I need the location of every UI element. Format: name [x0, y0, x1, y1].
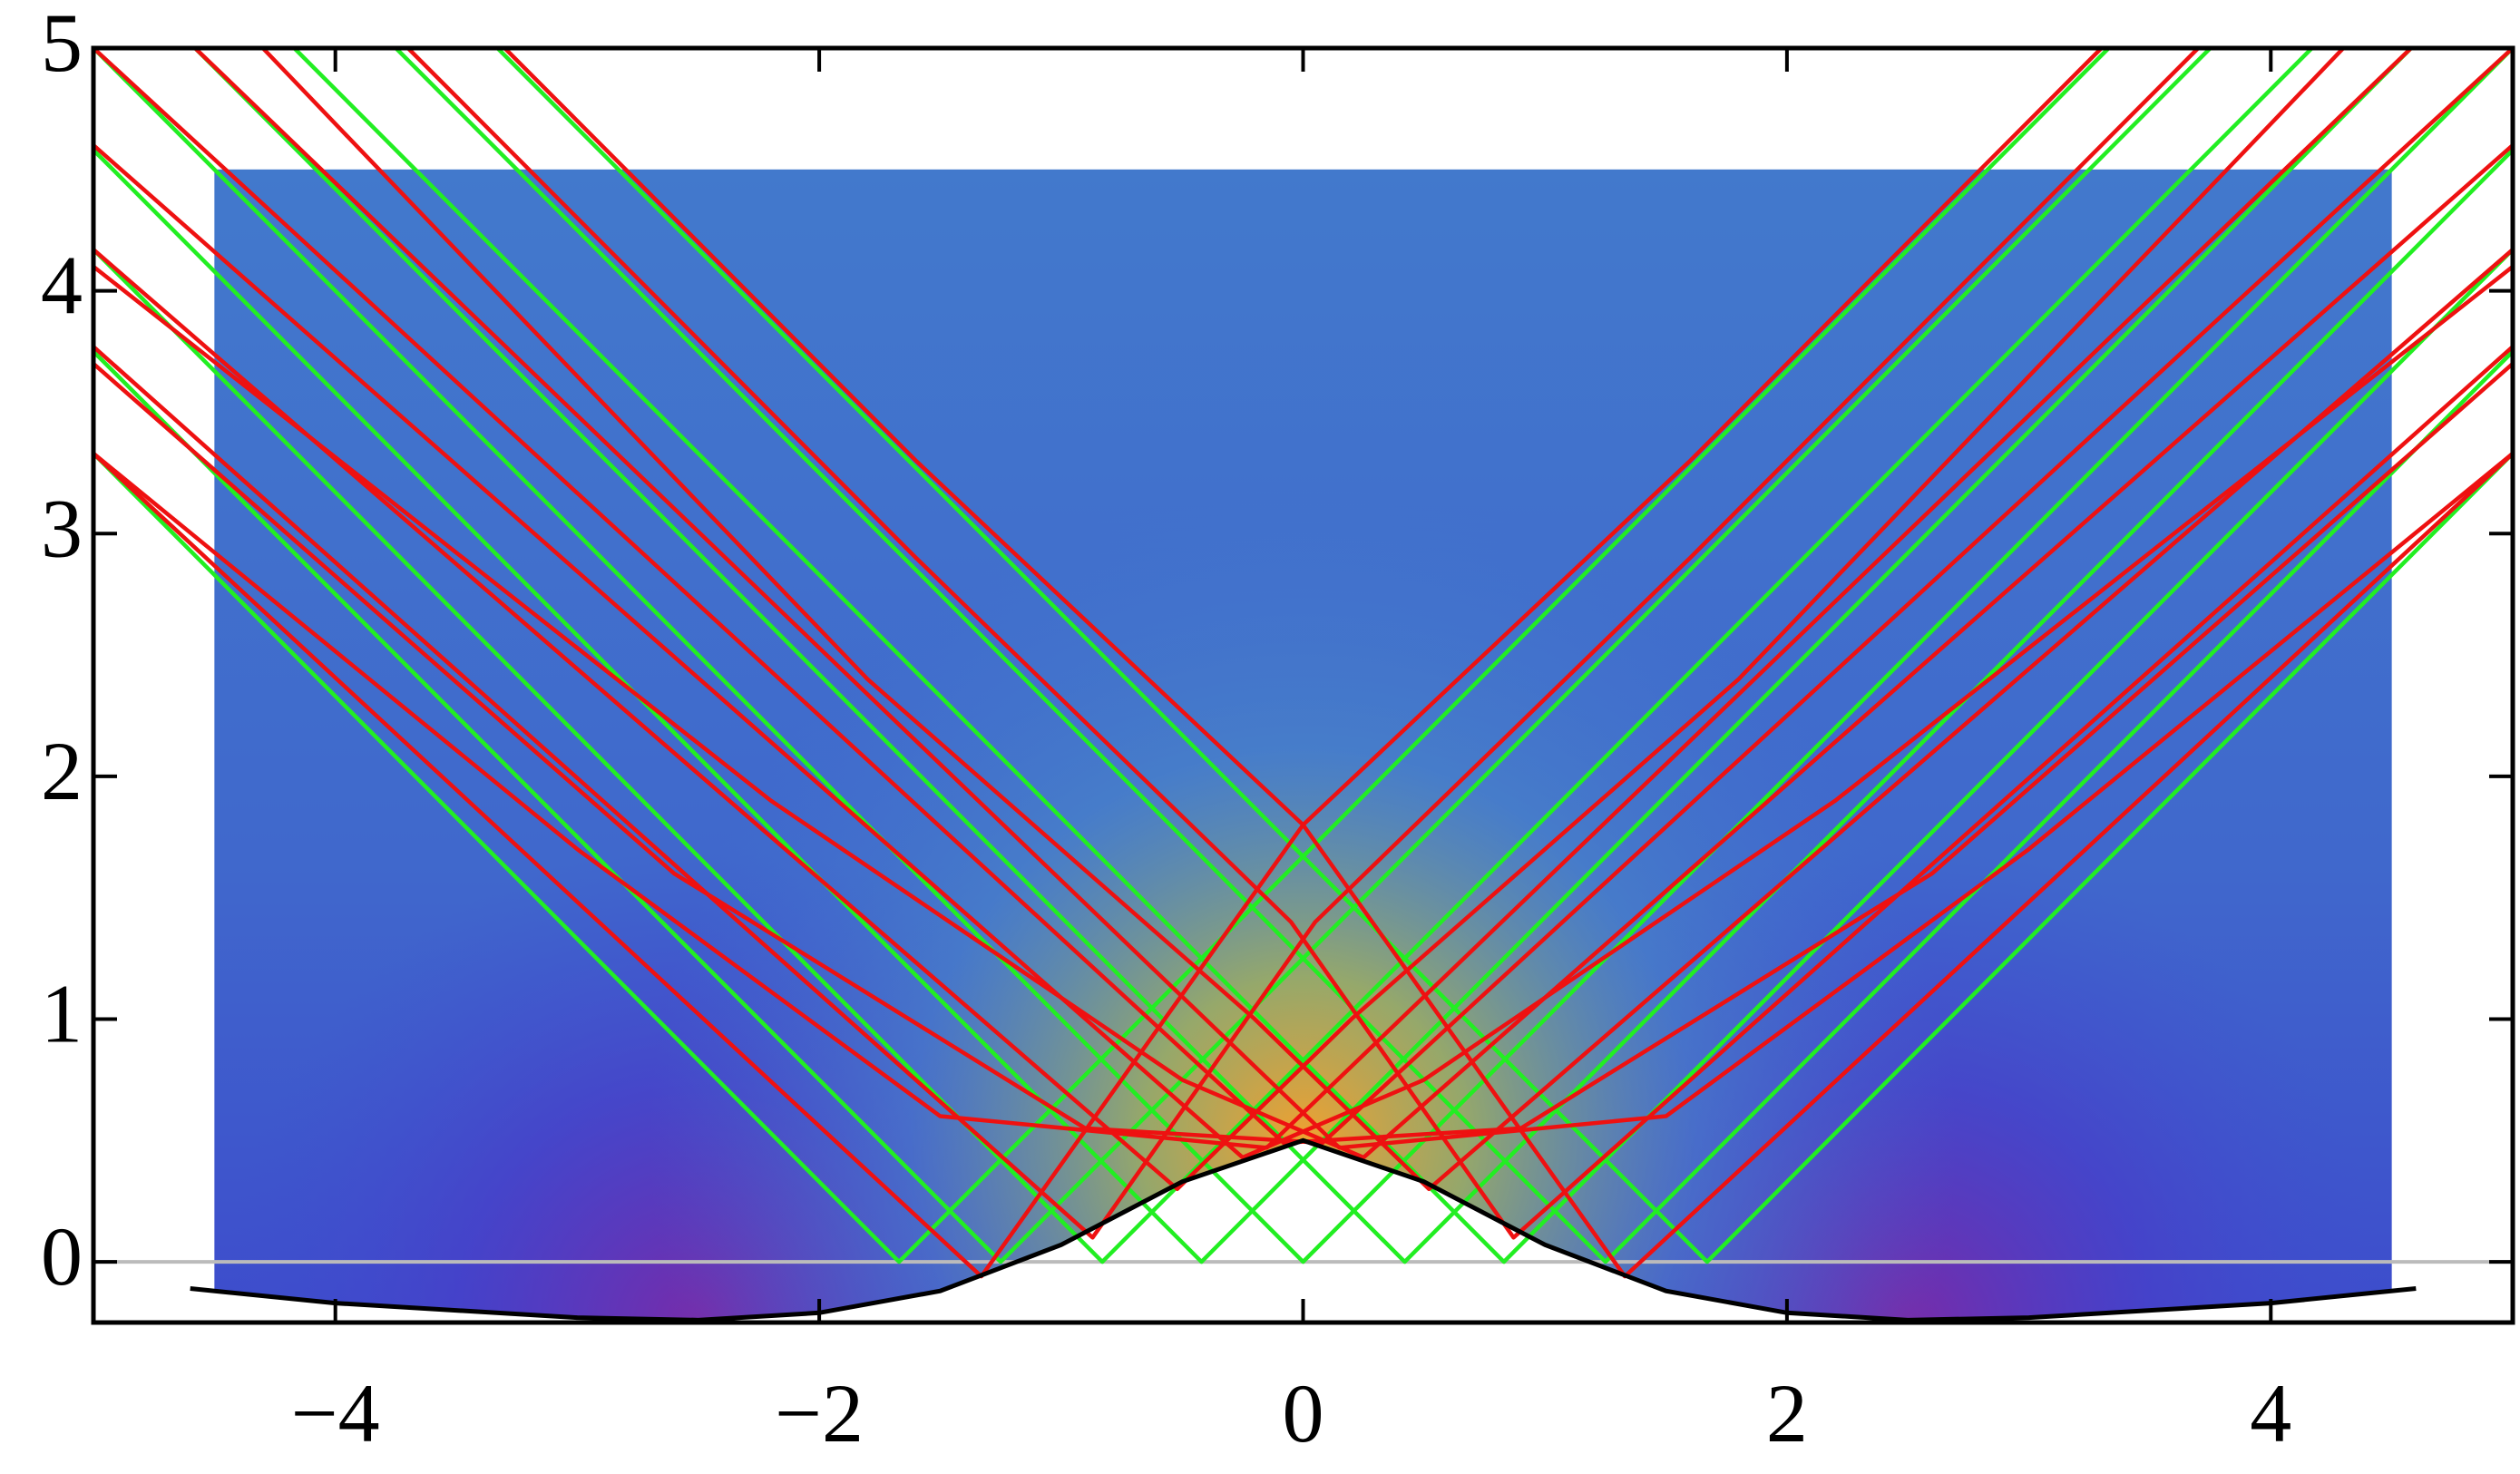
y-tick-label: 2 [41, 725, 83, 817]
y-tick-label: 4 [41, 239, 83, 332]
y-tick-label: 3 [41, 482, 83, 574]
below-surface [93, 1140, 2513, 1323]
red-ray [93, 143, 2513, 1160]
green-ray [193, 48, 2513, 1264]
green-ray [93, 48, 2513, 1264]
red-ray [93, 48, 2200, 1240]
red-ray [93, 48, 2413, 1150]
x-tick-label: 2 [1766, 1367, 1808, 1459]
red-ray [503, 48, 2513, 1279]
green-ray [495, 48, 2513, 1264]
y-tick-label: 0 [41, 1210, 83, 1303]
red-ray [193, 48, 2513, 1150]
green-ray [93, 48, 2413, 1264]
x-tick-label: −2 [775, 1367, 864, 1459]
x-tick-label: 4 [2250, 1367, 2291, 1459]
x-tick-label: 0 [1283, 1367, 1324, 1459]
red-ray [261, 48, 2513, 1192]
red-ray [406, 48, 2513, 1240]
surface-curve [190, 1137, 2417, 1323]
x-tick-label: −4 [291, 1367, 380, 1459]
plot-area [93, 48, 2513, 1323]
green-ray [292, 48, 2513, 1264]
y-tick-label: 1 [41, 968, 83, 1060]
y-tick-label: 5 [41, 0, 83, 89]
red-ray [93, 48, 2345, 1192]
green-ray [93, 48, 2314, 1264]
green-ray [93, 48, 2111, 1264]
red-ray [93, 143, 2513, 1160]
